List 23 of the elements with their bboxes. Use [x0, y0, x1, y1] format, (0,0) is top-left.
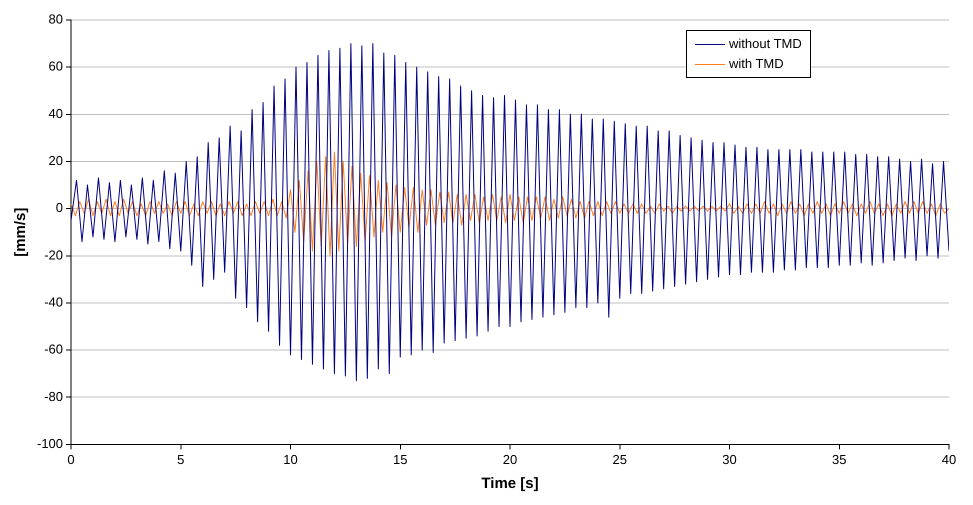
- legend-label: with TMD: [729, 55, 784, 73]
- x-tick-label: 25: [612, 452, 627, 467]
- y-tick-label: 60: [48, 58, 64, 74]
- y-tick-label: 20: [48, 153, 64, 168]
- y-tick-label: 80: [48, 12, 64, 27]
- x-tick-label: 10: [283, 452, 298, 467]
- y-tick-label: 0: [56, 200, 64, 216]
- y-tick-label: -60: [44, 342, 64, 357]
- y-tick-label: -20: [44, 247, 64, 262]
- x-tick-label: 40: [942, 452, 956, 467]
- x-tick-label: 5: [177, 452, 184, 467]
- legend-label: without TMD: [729, 35, 802, 53]
- x-tick-label: 35: [832, 452, 846, 467]
- y-tick-label: 40: [48, 106, 64, 121]
- x-tick-label: 30: [722, 452, 737, 467]
- x-tick-label: 15: [393, 452, 408, 467]
- y-tick-label: -100: [36, 436, 64, 451]
- y-tick-label: -80: [44, 388, 64, 404]
- y-tick-label: -40: [44, 294, 64, 310]
- x-tick-label: 20: [502, 452, 518, 467]
- x-axis-title: Time [s]: [481, 475, 539, 492]
- y-axis-title: [mm/s]: [12, 208, 30, 257]
- x-tick-label: 0: [67, 452, 75, 467]
